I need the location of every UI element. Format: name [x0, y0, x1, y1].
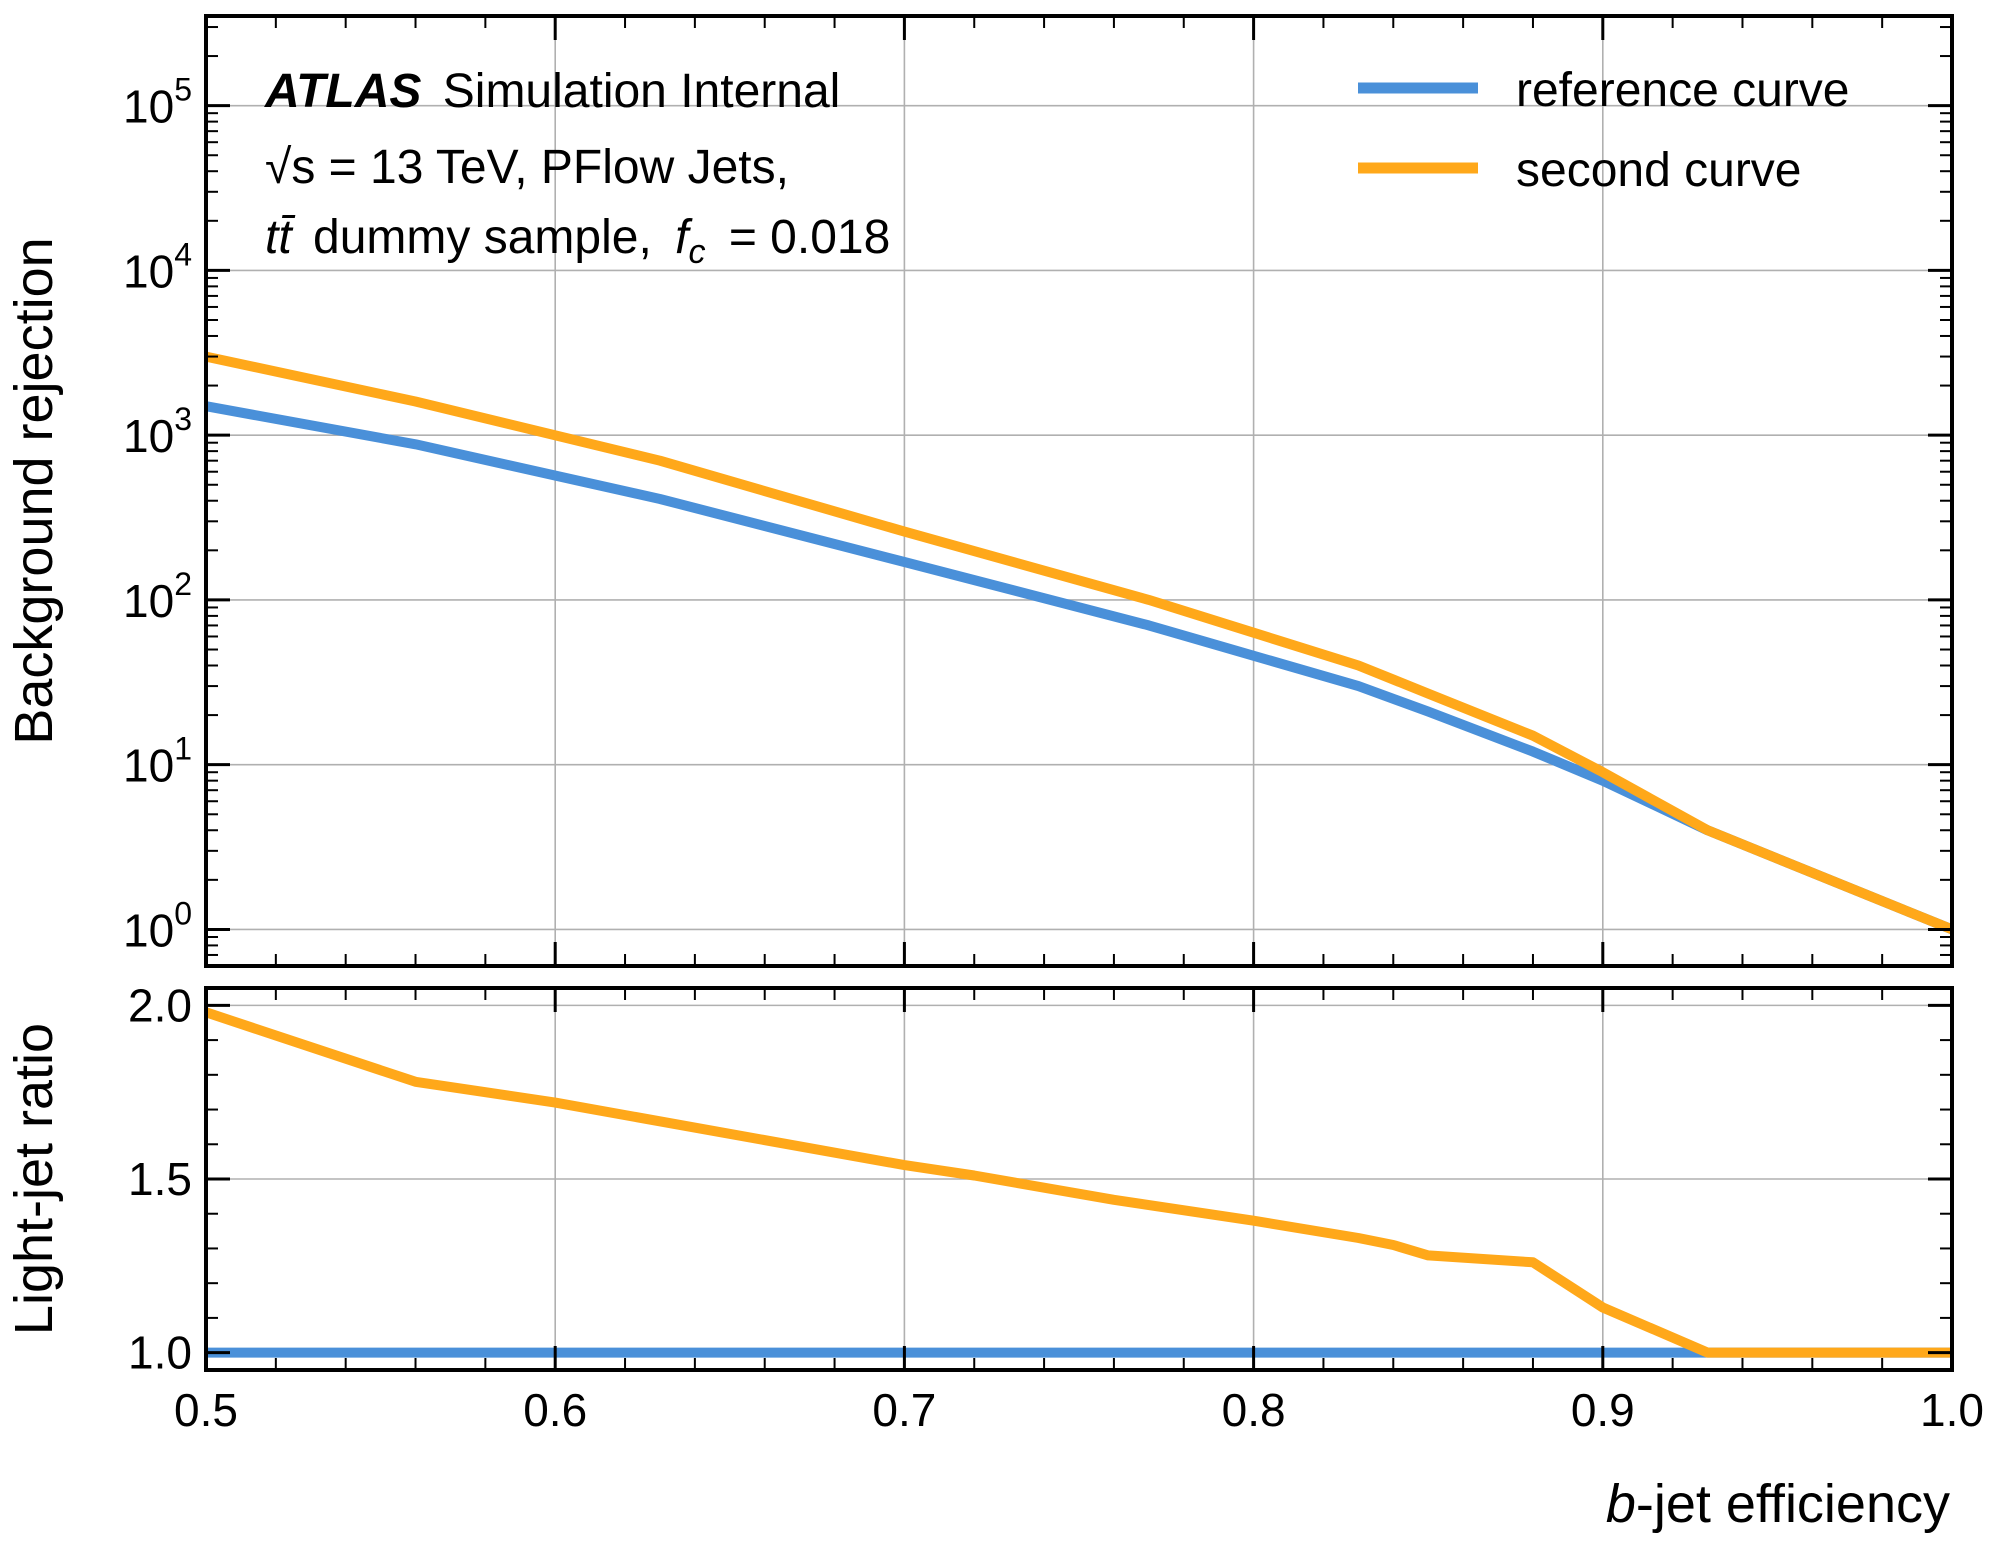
- bottom-y-tick-label: 1.5: [128, 1153, 192, 1205]
- sample-label-ttbar: tt̄: [265, 211, 296, 264]
- top-y-tick-label: 100: [123, 895, 192, 956]
- x-tick-label: 1.0: [1920, 1384, 1984, 1436]
- x-tick-label: 0.9: [1571, 1384, 1635, 1436]
- x-axis-title-rest: -jet efficiency: [1636, 1474, 1950, 1534]
- top-y-tick-label-exp: 2: [174, 566, 192, 602]
- atlas-label: ATLAS Simulation Internal: [264, 65, 840, 118]
- x-tick-labels: 0.5 0.6 0.7 0.8 0.9 1.0: [174, 1384, 1984, 1436]
- top-y-tick-label-base: 10: [123, 575, 174, 627]
- bottom-y-tick-label: 1.0: [128, 1327, 192, 1379]
- top-y-tick-label: 104: [123, 236, 192, 297]
- bottom-y-axis-title: Light-jet ratio: [4, 1023, 64, 1335]
- top-y-tick-label: 103: [123, 401, 192, 462]
- top-y-tick-label-exp: 0: [174, 895, 192, 931]
- top-grid: [205, 16, 1953, 966]
- x-tick-label: 0.5: [174, 1384, 238, 1436]
- x-axis-title-italic: b: [1606, 1474, 1636, 1534]
- top-y-tick-label-exp: 1: [174, 731, 192, 767]
- sample-label-value: = 0.018: [729, 211, 890, 264]
- bottom-series-line-1: [204, 1007, 1952, 1358]
- sample-label: tt̄ dummy sample, fc = 0.018: [265, 211, 890, 274]
- x-tick-label: 0.7: [872, 1384, 936, 1436]
- top-y-tick-label: 102: [123, 566, 192, 627]
- top-plot-frame: [204, 14, 1954, 968]
- bottom-y-tick-label: 2.0: [128, 979, 192, 1031]
- legend-label-reference: reference curve: [1516, 64, 1850, 117]
- energy-label: √s = 13 TeV, PFlow Jets,: [265, 141, 789, 194]
- legend: reference curve second curve: [1358, 64, 1850, 197]
- top-y-tick-label-base: 10: [123, 81, 174, 133]
- top-y-tick-label-exp: 5: [174, 72, 192, 108]
- top-y-tick-label-base: 10: [123, 245, 174, 297]
- top-y-tick-label: 101: [123, 731, 192, 792]
- bottom-series: [204, 1007, 1952, 1358]
- atlas-label-bold: ATLAS: [264, 65, 421, 118]
- atlas-label-rest: Simulation Internal: [443, 65, 841, 118]
- x-tick-label: 0.8: [1222, 1384, 1286, 1436]
- top-y-tick-label: 105: [123, 72, 192, 133]
- legend-label-second: second curve: [1516, 144, 1802, 197]
- top-y-tick-label-base: 10: [123, 904, 174, 956]
- top-y-tick-label-exp: 4: [174, 236, 192, 272]
- x-axis-title: b-jet efficiency: [1606, 1474, 1950, 1534]
- bottom-y-tick-labels: 1.0 1.5 2.0: [128, 979, 192, 1378]
- top-series-line-1: [204, 351, 1954, 935]
- x-tick-label: 0.6: [523, 1384, 587, 1436]
- sample-label-fc-sub: c: [688, 233, 705, 271]
- bottom-plot-frame: [204, 986, 1954, 1372]
- top-y-tick-label-exp: 3: [174, 401, 192, 437]
- sample-label-middle: dummy sample,: [313, 211, 652, 264]
- top-y-tick-label-base: 10: [123, 740, 174, 792]
- top-series: [204, 351, 1954, 935]
- top-y-axis-title: Background rejection: [4, 237, 64, 744]
- top-y-tick-label-base: 10: [123, 410, 174, 462]
